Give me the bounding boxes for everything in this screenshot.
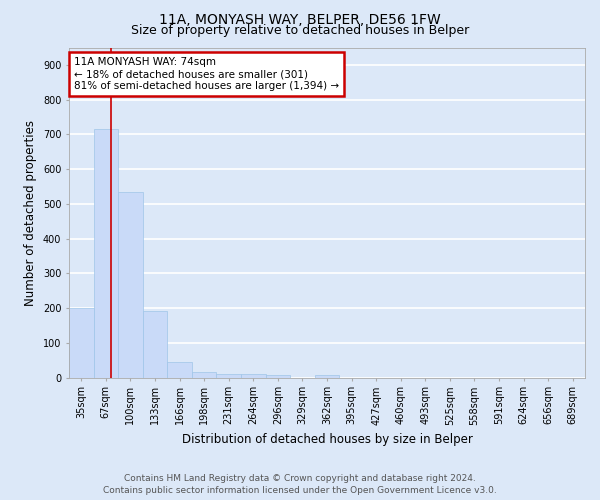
Y-axis label: Number of detached properties: Number of detached properties	[25, 120, 37, 306]
Bar	[241, 374, 266, 378]
Text: Size of property relative to detached houses in Belper: Size of property relative to detached ho…	[131, 24, 469, 37]
Bar	[118, 192, 143, 378]
X-axis label: Distribution of detached houses by size in Belper: Distribution of detached houses by size …	[182, 433, 472, 446]
Text: 11A, MONYASH WAY, BELPER, DE56 1FW: 11A, MONYASH WAY, BELPER, DE56 1FW	[159, 12, 441, 26]
Bar	[94, 129, 118, 378]
Text: Contains HM Land Registry data © Crown copyright and database right 2024.
Contai: Contains HM Land Registry data © Crown c…	[103, 474, 497, 495]
Bar	[217, 374, 241, 378]
Bar	[315, 374, 339, 378]
Bar	[69, 308, 94, 378]
Bar	[266, 374, 290, 378]
Bar	[192, 372, 217, 378]
Bar	[167, 362, 192, 378]
Text: 11A MONYASH WAY: 74sqm
← 18% of detached houses are smaller (301)
81% of semi-de: 11A MONYASH WAY: 74sqm ← 18% of detached…	[74, 58, 339, 90]
Bar	[143, 311, 167, 378]
